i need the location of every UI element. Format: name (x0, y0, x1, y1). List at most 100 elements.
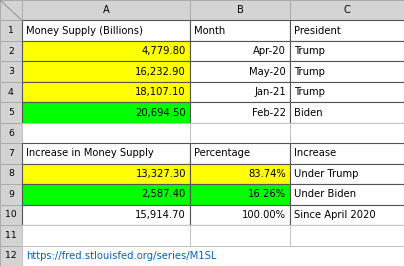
Text: Increase in Money Supply: Increase in Money Supply (26, 148, 154, 159)
Text: A: A (103, 5, 109, 15)
Bar (290, 205, 404, 225)
Text: 12: 12 (5, 251, 17, 260)
Bar (22, 225, 190, 246)
Bar (22, 123, 190, 143)
Text: 18,107.10: 18,107.10 (135, 87, 186, 97)
Text: Increase: Increase (294, 148, 336, 159)
Bar (190, 0, 290, 20)
Bar (0, 102, 22, 123)
Text: Feb-22: Feb-22 (252, 107, 286, 118)
Bar (290, 164, 404, 184)
Bar (22, 82, 190, 102)
Bar (22, 143, 190, 164)
Bar (0, 20, 22, 41)
Text: 15,914.70: 15,914.70 (135, 210, 186, 220)
Bar (290, 20, 404, 41)
Bar (290, 82, 404, 102)
Text: May-20: May-20 (249, 66, 286, 77)
Bar (190, 143, 290, 164)
Bar (190, 164, 290, 184)
Bar (22, 205, 190, 225)
Text: B: B (237, 5, 244, 15)
Text: Since April 2020: Since April 2020 (294, 210, 376, 220)
Bar (190, 102, 290, 123)
Bar (22, 123, 190, 143)
Text: C: C (343, 5, 350, 15)
Bar (290, 205, 404, 225)
Bar (22, 41, 190, 61)
Bar (22, 164, 190, 184)
Bar (290, 61, 404, 82)
Bar (190, 164, 290, 184)
Bar (0, 225, 22, 246)
Bar (290, 102, 404, 123)
Bar (0, 246, 22, 266)
Text: Trump: Trump (294, 87, 325, 97)
Bar (0, 20, 22, 41)
Text: 4,779.80: 4,779.80 (142, 46, 186, 56)
Bar (0, 184, 22, 205)
Bar (0, 82, 22, 102)
Text: 16,232.90: 16,232.90 (135, 66, 186, 77)
Text: Under Biden: Under Biden (294, 189, 356, 200)
Bar (190, 20, 290, 41)
Text: 2: 2 (8, 47, 14, 56)
Bar (290, 123, 404, 143)
Bar (0, 184, 22, 205)
Bar (0, 143, 22, 164)
Bar (22, 20, 190, 41)
Bar (190, 82, 290, 102)
Bar (190, 225, 290, 246)
Bar (290, 225, 404, 246)
Bar (0, 123, 22, 143)
Text: Trump: Trump (294, 46, 325, 56)
Text: Money Supply (Billions): Money Supply (Billions) (26, 26, 143, 36)
Text: 100.00%: 100.00% (242, 210, 286, 220)
Bar (0, 61, 22, 82)
Bar (290, 0, 404, 20)
Bar (190, 61, 290, 82)
Text: 83.74%: 83.74% (248, 169, 286, 179)
Text: Percentage: Percentage (194, 148, 250, 159)
Bar (22, 205, 190, 225)
Bar (190, 61, 290, 82)
Bar (22, 102, 190, 123)
Bar (290, 20, 404, 41)
Bar (190, 184, 290, 205)
Bar (0, 102, 22, 123)
Text: 6: 6 (8, 128, 14, 138)
Text: 4: 4 (8, 88, 14, 97)
Bar (0, 164, 22, 184)
Bar (22, 61, 190, 82)
Bar (22, 143, 190, 164)
Bar (190, 123, 290, 143)
Text: 3: 3 (8, 67, 14, 76)
Text: Under Trump: Under Trump (294, 169, 358, 179)
Text: https://fred.stlouisfed.org/series/M1SL: https://fred.stlouisfed.org/series/M1SL (26, 251, 217, 261)
Bar (0, 41, 22, 61)
Bar (22, 82, 190, 102)
Bar (0, 0, 22, 20)
Bar (290, 143, 404, 164)
Bar (190, 143, 290, 164)
Text: 2,587.40: 2,587.40 (142, 189, 186, 200)
Bar (190, 41, 290, 61)
Text: 1: 1 (8, 26, 14, 35)
Text: Jan-21: Jan-21 (254, 87, 286, 97)
Bar (190, 184, 290, 205)
Bar (0, 82, 22, 102)
Text: 8: 8 (8, 169, 14, 178)
Bar (0, 0, 22, 20)
Bar (0, 205, 22, 225)
Bar (290, 41, 404, 61)
Bar (0, 246, 22, 266)
Bar (22, 61, 190, 82)
Bar (0, 61, 22, 82)
Bar (0, 205, 22, 225)
Bar (290, 184, 404, 205)
Text: Apr-20: Apr-20 (253, 46, 286, 56)
Bar (290, 82, 404, 102)
Text: 9: 9 (8, 190, 14, 199)
Bar (22, 246, 404, 266)
Bar (190, 123, 290, 143)
